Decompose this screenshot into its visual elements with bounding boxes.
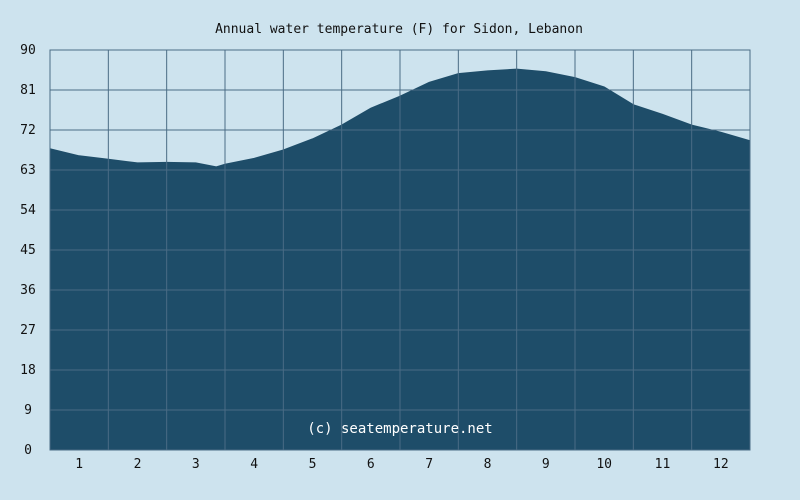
x-tick-label: 6 [367,457,375,472]
watermark: (c) seatemperature.net [307,421,492,437]
y-tick-label: 0 [24,443,32,458]
y-tick-label: 54 [20,203,36,218]
x-tick-label: 4 [250,457,258,472]
x-tick-label: 1 [75,457,83,472]
x-tick-label: 3 [192,457,200,472]
y-tick-label: 9 [24,403,32,418]
chart-title: Annual water temperature (F) for Sidon, … [215,22,583,37]
x-tick-label: 10 [596,457,612,472]
y-tick-label: 18 [20,363,36,378]
y-tick-label: 81 [20,83,36,98]
y-tick-label: 45 [20,243,36,258]
plot-frame [49,49,751,451]
y-tick-label: 72 [20,123,36,138]
y-tick-label: 27 [20,323,36,338]
x-tick-label: 5 [309,457,317,472]
x-tick-label: 9 [542,457,550,472]
x-tick-label: 8 [484,457,492,472]
x-tick-label: 2 [134,457,142,472]
x-tick-label: 12 [713,457,729,472]
y-tick-label: 90 [20,43,36,58]
y-tick-label: 63 [20,163,36,178]
x-tick-label: 11 [655,457,671,472]
x-tick-label: 7 [425,457,433,472]
y-tick-label: 36 [20,283,36,298]
axis-layer [49,49,751,451]
